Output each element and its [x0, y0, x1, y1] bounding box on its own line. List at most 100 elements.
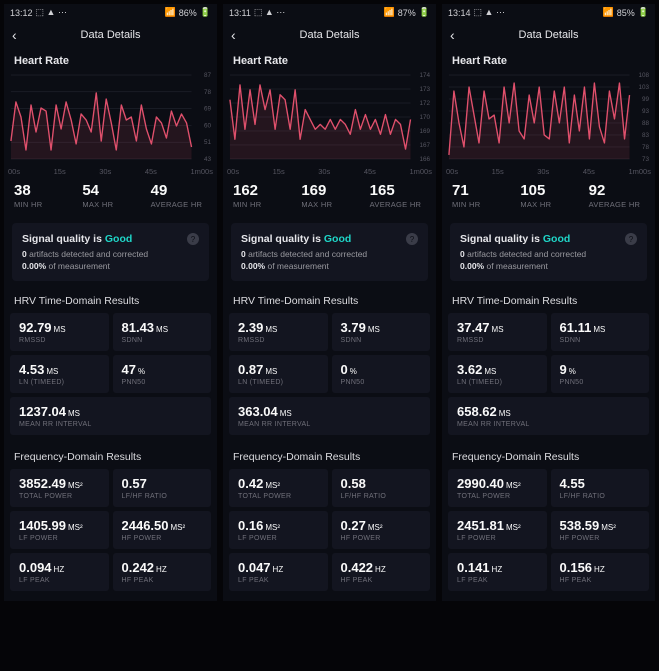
- svg-text:51: 51: [204, 139, 212, 146]
- help-icon[interactable]: ?: [406, 233, 418, 245]
- time-domain-title: HRV Time-Domain Results: [4, 289, 217, 313]
- freq-metric-lbl: TOTAL POWER: [457, 493, 538, 500]
- time-metric-val: 47%: [122, 362, 203, 377]
- freq-metric-card: 2990.40MS² TOTAL POWER: [448, 469, 547, 507]
- freq-metric-val: 4.55: [560, 476, 641, 491]
- svg-text:87: 87: [204, 72, 212, 79]
- time-metric-val: 3.79MS: [341, 320, 422, 335]
- svg-text:93: 93: [642, 108, 650, 115]
- status-time: 13:12: [10, 8, 33, 18]
- svg-text:78: 78: [642, 144, 650, 151]
- freq-metric-card: 0.27MS² HF POWER: [332, 511, 431, 549]
- signal-icon: 📶: [603, 7, 614, 18]
- battery-icon: 🔋: [638, 7, 649, 18]
- nav-header: ‹ Data Details: [4, 21, 217, 49]
- xaxis-tick: 15s: [273, 167, 285, 176]
- hr-min: 71MIN HR: [446, 180, 514, 211]
- svg-text:78: 78: [204, 89, 212, 96]
- freq-metric-card: 0.422HZ HF PEAK: [332, 553, 431, 591]
- freq-metric-val: 0.422HZ: [341, 560, 422, 575]
- time-metric-lbl: SDNN: [560, 337, 641, 344]
- time-domain-title: HRV Time-Domain Results: [223, 289, 436, 313]
- freq-metric-card: 4.55 LF/HF RATIO: [551, 469, 650, 507]
- freq-metric-val: 0.42MS²: [238, 476, 319, 491]
- hr-max: 105MAX HR: [514, 180, 582, 211]
- time-metric-grid: 92.79MS RMSSD 81.43MS SDNN 4.53MS LN (TI…: [4, 313, 217, 435]
- freq-metric-lbl: HF POWER: [122, 535, 203, 542]
- time-metric-lbl: MEAN RR INTERVAL: [19, 421, 202, 428]
- time-metric-val: 92.79MS: [19, 320, 100, 335]
- xaxis-tick: 45s: [145, 167, 157, 176]
- pct-line: 0.00% of measurement: [241, 261, 418, 271]
- freq-metric-lbl: LF/HF RATIO: [122, 493, 203, 500]
- time-metric-card: 3.79MS SDNN: [332, 313, 431, 351]
- svg-text:173: 173: [419, 86, 430, 93]
- time-metric-card: 0% PNN50: [332, 355, 431, 393]
- hr-stats: 162MIN HR 169MAX HR 165AVERAGE HR: [223, 180, 436, 219]
- freq-metric-lbl: LF/HF RATIO: [341, 493, 422, 500]
- xaxis-tick: 1m00s: [409, 167, 432, 176]
- xaxis-tick: 00s: [8, 167, 20, 176]
- svg-text:60: 60: [204, 122, 212, 129]
- xaxis-tick: 30s: [318, 167, 330, 176]
- time-metric-card: 3.62MS LN (TIMEED): [448, 355, 547, 393]
- xaxis-tick: 15s: [54, 167, 66, 176]
- svg-text:73: 73: [642, 156, 650, 163]
- hr-min: 38MIN HR: [8, 180, 76, 211]
- time-metric-grid: 37.47MS RMSSD 61.11MS SDNN 3.62MS LN (TI…: [442, 313, 655, 435]
- help-icon[interactable]: ?: [625, 233, 637, 245]
- hr-chart[interactable]: 108103999388837873: [442, 69, 655, 165]
- hr-section-title: Heart Rate: [4, 49, 217, 69]
- svg-text:172: 172: [419, 100, 430, 107]
- freq-metric-card: 0.156HZ HF PEAK: [551, 553, 650, 591]
- statusbar: 13:12 ⬚ ▲ ⋯ 📶 86% 🔋: [4, 4, 217, 21]
- time-metric-grid: 2.39MS RMSSD 3.79MS SDNN 0.87MS LN (TIME…: [223, 313, 436, 435]
- freq-metric-lbl: HF POWER: [341, 535, 422, 542]
- freq-domain-title: Frequency-Domain Results: [4, 445, 217, 469]
- quality-line: Signal quality is Good: [241, 233, 418, 245]
- freq-domain-title: Frequency-Domain Results: [223, 445, 436, 469]
- xaxis-tick: 30s: [537, 167, 549, 176]
- freq-metric-card: 0.42MS² TOTAL POWER: [229, 469, 328, 507]
- time-metric-val: 0.87MS: [238, 362, 319, 377]
- freq-metric-lbl: LF POWER: [238, 535, 319, 542]
- time-metric-card: 47% PNN50: [113, 355, 212, 393]
- signal-icon: 📶: [165, 7, 176, 18]
- time-metric-lbl: SDNN: [341, 337, 422, 344]
- hr-min: 162MIN HR: [227, 180, 295, 211]
- time-metric-lbl: RMSSD: [457, 337, 538, 344]
- time-metric-card: 2.39MS RMSSD: [229, 313, 328, 351]
- hr-max: 169MAX HR: [295, 180, 363, 211]
- freq-metric-val: 2446.50MS²: [122, 518, 203, 533]
- freq-metric-lbl: LF PEAK: [457, 577, 538, 584]
- time-metric-card: 61.11MS SDNN: [551, 313, 650, 351]
- help-icon[interactable]: ?: [187, 233, 199, 245]
- statusbar: 13:14 ⬚ ▲ ⋯ 📶 85% 🔋: [442, 4, 655, 21]
- page-title: Data Details: [4, 29, 217, 41]
- svg-text:166: 166: [419, 156, 430, 163]
- freq-metric-val: 0.094HZ: [19, 560, 100, 575]
- freq-metric-val: 0.141HZ: [457, 560, 538, 575]
- freq-metric-lbl: LF/HF RATIO: [560, 493, 641, 500]
- time-metric-lbl: RMSSD: [19, 337, 100, 344]
- freq-metric-val: 0.16MS²: [238, 518, 319, 533]
- hr-stats: 38MIN HR 54MAX HR 49AVERAGE HR: [4, 180, 217, 219]
- status-battery: 87%: [398, 8, 416, 18]
- pct-line: 0.00% of measurement: [460, 261, 637, 271]
- hr-chart[interactable]: 174173172170169167166: [223, 69, 436, 165]
- freq-metric-card: 0.57 LF/HF RATIO: [113, 469, 212, 507]
- status-icons-left: ⬚ ▲ ⋯: [254, 7, 285, 18]
- time-metric-lbl: RMSSD: [238, 337, 319, 344]
- svg-text:69: 69: [204, 106, 212, 113]
- status-icons-left: ⬚ ▲ ⋯: [36, 7, 67, 18]
- hr-chart[interactable]: 877869605143: [4, 69, 217, 165]
- svg-text:174: 174: [419, 72, 430, 79]
- svg-text:169: 169: [419, 128, 430, 135]
- freq-metric-val: 2451.81MS²: [457, 518, 538, 533]
- status-battery: 85%: [617, 8, 635, 18]
- artifacts-line: 0 artifacts detected and corrected: [241, 249, 418, 259]
- statusbar: 13:11 ⬚ ▲ ⋯ 📶 87% 🔋: [223, 4, 436, 21]
- quality-value: Good: [105, 233, 132, 245]
- freq-metric-lbl: LF PEAK: [19, 577, 100, 584]
- hr-chart-svg: 108103999388837873: [446, 71, 651, 163]
